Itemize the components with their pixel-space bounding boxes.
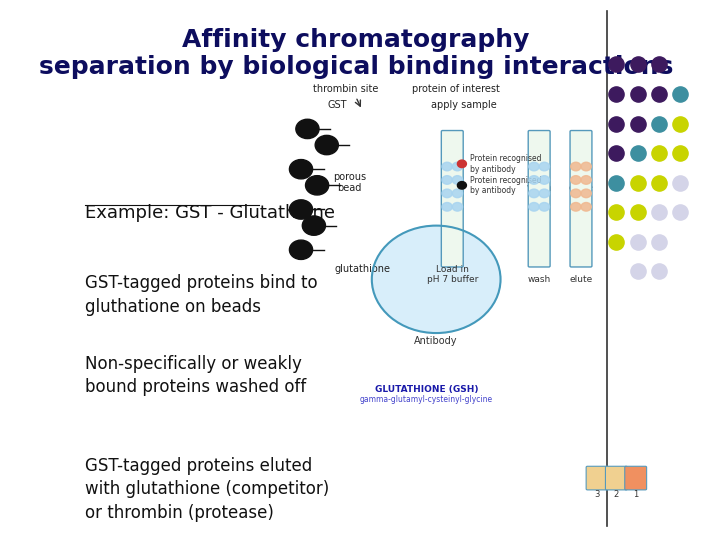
Point: [675, 149, 686, 158]
Point: [632, 119, 644, 128]
Text: separation by biological binding interactions: separation by biological binding interac…: [39, 55, 673, 79]
Circle shape: [529, 189, 539, 198]
Text: elute: elute: [570, 275, 593, 284]
FancyBboxPatch shape: [570, 131, 592, 267]
Circle shape: [571, 202, 581, 211]
FancyBboxPatch shape: [586, 466, 608, 490]
Point: [632, 149, 644, 158]
Point: [653, 208, 665, 217]
Circle shape: [571, 162, 581, 171]
Circle shape: [571, 189, 581, 198]
Circle shape: [539, 189, 549, 198]
Point: [611, 149, 622, 158]
Text: apply sample: apply sample: [431, 100, 497, 110]
Text: GLUTATHIONE (GSH): GLUTATHIONE (GSH): [375, 385, 478, 394]
Circle shape: [529, 162, 539, 171]
FancyBboxPatch shape: [441, 131, 463, 267]
Circle shape: [539, 202, 549, 211]
FancyBboxPatch shape: [606, 466, 627, 490]
Circle shape: [289, 200, 312, 219]
Text: glutathione: glutathione: [334, 264, 390, 274]
Point: [632, 90, 644, 98]
Text: Example: GST - Glutathione: Example: GST - Glutathione: [86, 204, 336, 222]
Point: [632, 238, 644, 246]
Point: [611, 60, 622, 69]
Text: GST-tagged proteins eluted
with glutathione (competitor)
or thrombin (protease): GST-tagged proteins eluted with glutathi…: [86, 457, 330, 522]
Text: 2: 2: [613, 490, 619, 499]
Circle shape: [457, 160, 467, 167]
Point: [611, 238, 622, 246]
Circle shape: [289, 159, 312, 179]
Circle shape: [452, 189, 462, 198]
Circle shape: [305, 176, 329, 195]
Text: GST-tagged proteins bind to
gluthatione on beads: GST-tagged proteins bind to gluthatione …: [86, 274, 318, 315]
Circle shape: [581, 162, 591, 171]
Circle shape: [442, 162, 452, 171]
Point: [653, 267, 665, 275]
Point: [632, 267, 644, 275]
Circle shape: [372, 226, 500, 333]
Point: [611, 119, 622, 128]
Circle shape: [296, 119, 319, 139]
Text: thrombin site: thrombin site: [313, 84, 379, 93]
Circle shape: [529, 202, 539, 211]
Text: elute: elute: [569, 183, 593, 193]
Point: [653, 149, 665, 158]
Point: [611, 90, 622, 98]
Circle shape: [442, 176, 452, 184]
Text: Affinity chromatography: Affinity chromatography: [182, 28, 529, 52]
Circle shape: [302, 216, 325, 235]
Text: protein of interest: protein of interest: [412, 84, 500, 93]
Circle shape: [457, 181, 467, 189]
Point: [632, 208, 644, 217]
Text: 3: 3: [595, 490, 600, 499]
Point: [653, 90, 665, 98]
Text: porous
bead: porous bead: [333, 172, 366, 193]
Text: GST: GST: [328, 100, 348, 110]
Circle shape: [452, 176, 462, 184]
Point: [653, 119, 665, 128]
Circle shape: [452, 162, 462, 171]
Point: [611, 178, 622, 187]
FancyBboxPatch shape: [625, 466, 647, 490]
Point: [675, 119, 686, 128]
Circle shape: [539, 162, 549, 171]
Circle shape: [581, 202, 591, 211]
Point: [675, 90, 686, 98]
Text: gamma-glutamyl-cysteinyl-glycine: gamma-glutamyl-cysteinyl-glycine: [360, 395, 493, 404]
Circle shape: [442, 189, 452, 198]
Circle shape: [539, 176, 549, 184]
Circle shape: [571, 176, 581, 184]
Point: [632, 60, 644, 69]
Circle shape: [452, 202, 462, 211]
Text: wash: wash: [528, 275, 551, 284]
Point: [675, 208, 686, 217]
Point: [653, 238, 665, 246]
Circle shape: [442, 202, 452, 211]
Point: [632, 178, 644, 187]
Text: Antibody: Antibody: [415, 336, 458, 346]
Point: [653, 60, 665, 69]
Circle shape: [289, 240, 312, 259]
Text: Protein recognised
by antibody: Protein recognised by antibody: [469, 154, 541, 173]
Text: 1: 1: [633, 490, 639, 499]
Circle shape: [581, 189, 591, 198]
Text: Protein recognised
by antibody: Protein recognised by antibody: [469, 176, 541, 195]
Circle shape: [315, 136, 338, 154]
Point: [675, 178, 686, 187]
FancyBboxPatch shape: [528, 131, 550, 267]
Circle shape: [529, 176, 539, 184]
Circle shape: [581, 176, 591, 184]
Text: Non-specifically or weakly
bound proteins washed off: Non-specifically or weakly bound protein…: [86, 355, 307, 396]
Text: wash: wash: [526, 183, 552, 193]
Point: [653, 178, 665, 187]
Point: [611, 208, 622, 217]
Text: Load in
pH 7 buffer: Load in pH 7 buffer: [426, 265, 478, 284]
